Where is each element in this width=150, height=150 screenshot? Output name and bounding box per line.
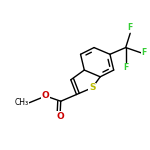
Text: O: O <box>56 112 64 121</box>
Text: F: F <box>128 23 133 32</box>
Text: F: F <box>123 63 128 72</box>
Text: CH₃: CH₃ <box>14 98 28 107</box>
Text: S: S <box>89 83 96 92</box>
Text: O: O <box>42 92 50 100</box>
Text: F: F <box>142 48 147 57</box>
